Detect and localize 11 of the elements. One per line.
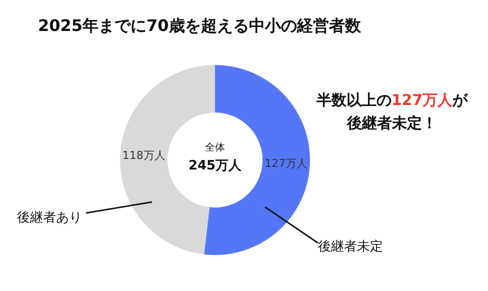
data-label: 118万人 [122,148,166,162]
text: 後継者未定！ [346,114,437,132]
text: 半数以上の [315,90,392,109]
slice-label: 後継者未定 [318,239,383,254]
data-label: 127万人 [264,156,308,170]
text: 245万人 [188,158,243,174]
chart-title: 2025年までに70歳を超える中小の経営者数 [38,16,361,37]
slice-label: 後継者あり [17,210,82,226]
text: 127万人 [391,90,454,109]
text: が [452,90,469,109]
text: 全体 [205,142,225,154]
